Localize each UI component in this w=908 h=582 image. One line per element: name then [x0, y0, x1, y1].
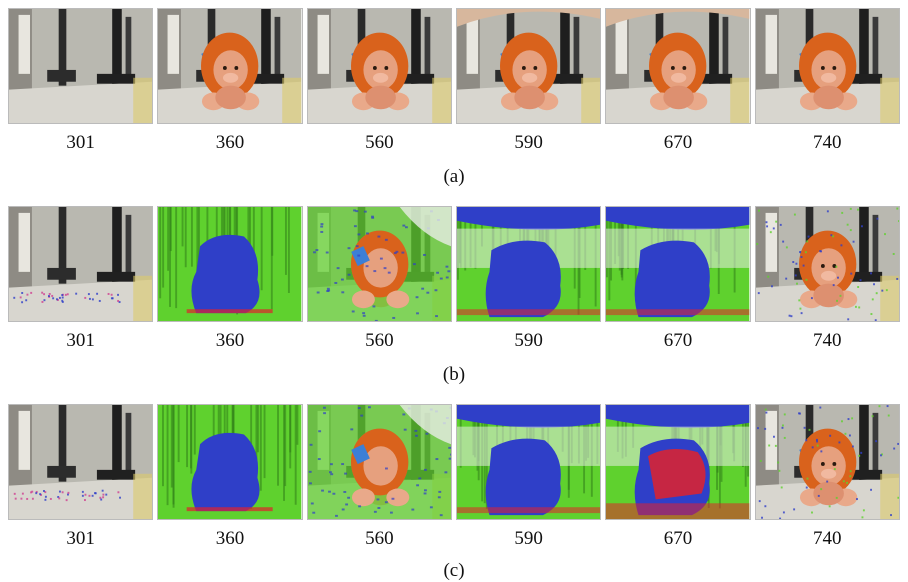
- subfigure-caption: (b): [442, 364, 466, 385]
- frame-labels: 301 360 560 590 670 740: [8, 528, 900, 550]
- frame-number-label: 670: [663, 330, 693, 351]
- frame-number-label: 301: [66, 132, 95, 153]
- video-frame: [754, 206, 900, 322]
- frame-number-label: 740: [813, 528, 842, 549]
- video-frame: [754, 8, 900, 124]
- frame-image: [307, 9, 451, 123]
- frame-image: [158, 9, 302, 123]
- frame-number-label: 560: [365, 132, 394, 153]
- frame-image: [9, 405, 153, 519]
- video-frame: [754, 404, 900, 520]
- frame-number-label: 740: [813, 132, 842, 153]
- frame-labels: 301 360 560 590 670 740: [8, 132, 900, 154]
- video-frame: [8, 206, 154, 322]
- video-frame: [306, 8, 452, 124]
- frame-image: [755, 405, 899, 519]
- frame-number-label: 360: [215, 330, 245, 351]
- video-frame: [455, 404, 602, 520]
- video-frame: [605, 206, 751, 322]
- frame-number-label: 590: [514, 330, 543, 351]
- frame-number-label: 740: [813, 330, 842, 351]
- frame-number-label: 590: [514, 132, 543, 153]
- frame-strip: [8, 8, 900, 124]
- frame-number-label: 301: [66, 528, 95, 549]
- video-frame: [306, 206, 452, 322]
- frame-image: [307, 405, 451, 519]
- subfigure-caption: (c): [443, 560, 465, 581]
- frame-labels: 301 360 560 590 670 740: [8, 330, 900, 352]
- video-frame: [8, 404, 154, 520]
- video-frame: [306, 404, 452, 520]
- video-frame: [157, 8, 303, 124]
- frame-number-label: 560: [365, 330, 394, 351]
- frame-image: [755, 207, 899, 321]
- frame-image: [606, 207, 750, 321]
- frame-strip: [8, 206, 900, 322]
- frame-image: [755, 9, 899, 123]
- frame-image: [606, 405, 750, 519]
- frame-image: [9, 9, 153, 123]
- subfigure-caption: (a): [443, 166, 465, 187]
- frame-number-label: 670: [663, 528, 693, 549]
- frame-image: [456, 405, 601, 519]
- frame-image: [456, 207, 601, 321]
- video-frame: [605, 8, 751, 124]
- frame-number-label: 590: [514, 528, 543, 549]
- frame-number-label: 670: [663, 132, 693, 153]
- frame-image: [158, 207, 302, 321]
- video-frame: [157, 404, 303, 520]
- frame-image: [606, 9, 750, 123]
- video-frame: [605, 404, 751, 520]
- frame-image: [456, 9, 601, 123]
- video-frame: [8, 8, 154, 124]
- figure-row-c: 301 360 560 590 670 740: [8, 404, 900, 550]
- video-frame: [455, 206, 602, 322]
- figure-row-a: 301 360 560 590 670 740: [8, 8, 900, 154]
- frame-image: [307, 207, 451, 321]
- frame-number-label: 560: [365, 528, 394, 549]
- figure-row-b: 301 360 560 590 670 740: [8, 206, 900, 352]
- frame-number-label: 360: [215, 528, 245, 549]
- frame-image: [158, 405, 302, 519]
- video-frame: [455, 8, 602, 124]
- frame-number-label: 301: [66, 330, 95, 351]
- video-frame: [157, 206, 303, 322]
- frame-number-label: 360: [215, 132, 245, 153]
- frame-strip: [8, 404, 900, 520]
- frame-image: [9, 207, 153, 321]
